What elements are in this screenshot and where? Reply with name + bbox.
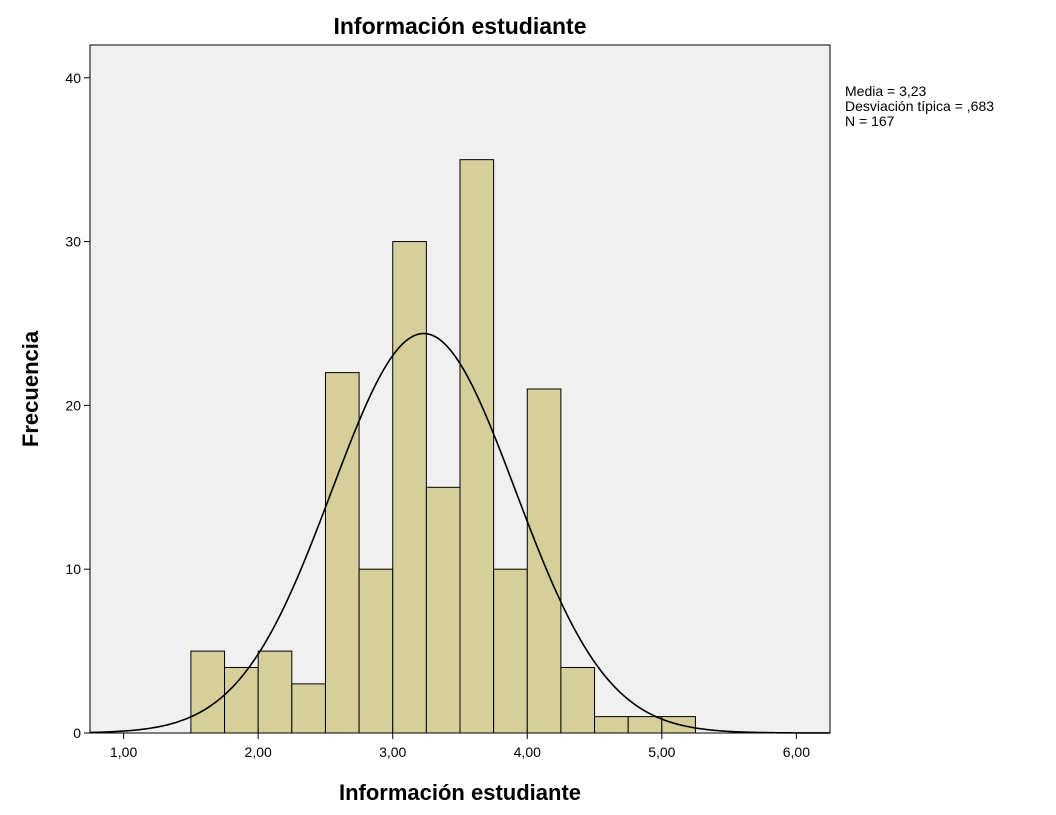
x-tick-label: 5,00 [648, 744, 675, 760]
y-tick-label: 40 [65, 70, 81, 86]
histogram-bars [190, 159, 696, 734]
histogram-bar-8 [425, 486, 461, 734]
histogram-bar-7 [392, 241, 427, 734]
y-tick-label: 0 [73, 725, 81, 741]
x-tick-label: 3,00 [379, 744, 406, 760]
x-tick-label: 4,00 [514, 744, 541, 760]
histogram-bar-9 [459, 159, 495, 734]
x-tick-label: 6,00 [783, 744, 810, 760]
stat-mean: Media = 3,23 [845, 83, 927, 99]
x-tick-label: 1,00 [110, 744, 137, 760]
histogram-bar-5 [324, 372, 360, 734]
histogram-bar-4 [291, 683, 326, 734]
chart-title: Información estudiante [333, 13, 586, 39]
histogram-bar-6 [358, 568, 394, 734]
stat-n: N = 167 [845, 113, 895, 129]
histogram-bar-3 [257, 650, 293, 734]
histogram-bar-12 [560, 666, 596, 734]
y-tick-label: 30 [65, 234, 81, 250]
statistics-annotation: Media = 3,23 Desviación típica = ,683 N … [845, 83, 994, 129]
normal-curve [89, 332, 831, 734]
y-tick-label: 10 [65, 561, 81, 577]
histogram-bar-13 [594, 716, 629, 734]
axes: 0 10 20 30 40 1,00 2,00 3,00 4,00 5,00 6,00 [65, 45, 830, 760]
y-tick-label: 20 [65, 397, 81, 413]
histogram-bar-1 [190, 650, 226, 734]
y-axis-title: Frecuencia [18, 330, 43, 447]
histogram-bar-11 [526, 388, 562, 734]
histogram-bar-14 [627, 716, 663, 734]
stat-std-dev: Desviación típica = ,683 [845, 98, 994, 114]
histogram-bar-10 [493, 568, 528, 734]
x-axis-title: Información estudiante [339, 780, 581, 805]
x-tick-label: 2,00 [245, 744, 272, 760]
